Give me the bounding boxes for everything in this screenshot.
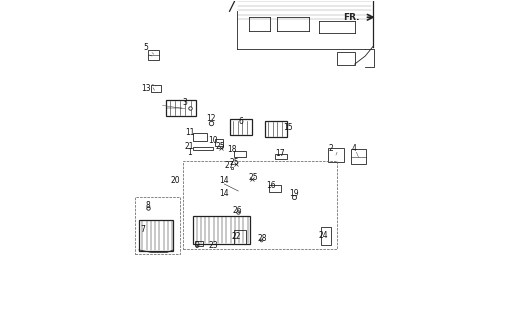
Text: 25: 25 bbox=[229, 158, 239, 167]
Bar bbox=[193, 147, 213, 150]
Bar bbox=[234, 151, 247, 157]
Text: 24: 24 bbox=[319, 231, 329, 240]
Text: 6: 6 bbox=[239, 117, 243, 126]
Bar bbox=[166, 100, 196, 116]
Text: 26: 26 bbox=[233, 205, 242, 214]
Bar bbox=[269, 185, 281, 192]
Bar bbox=[139, 220, 173, 251]
Text: 16: 16 bbox=[266, 181, 276, 190]
Text: 25: 25 bbox=[249, 173, 258, 182]
Text: 5: 5 bbox=[144, 44, 148, 52]
Bar bbox=[193, 216, 250, 244]
Text: 3: 3 bbox=[182, 99, 187, 108]
Text: 2: 2 bbox=[329, 144, 333, 153]
Bar bbox=[151, 84, 161, 92]
Text: 4: 4 bbox=[351, 144, 357, 153]
Text: 25: 25 bbox=[215, 142, 225, 151]
Text: 18: 18 bbox=[227, 145, 237, 154]
Bar bbox=[234, 230, 247, 244]
Bar bbox=[328, 148, 344, 162]
Bar bbox=[351, 149, 366, 164]
Text: 22: 22 bbox=[232, 232, 241, 241]
Text: 21: 21 bbox=[185, 142, 195, 151]
Text: 15: 15 bbox=[283, 123, 293, 132]
Text: 20: 20 bbox=[171, 176, 181, 185]
Bar bbox=[276, 154, 286, 159]
Text: 19: 19 bbox=[289, 189, 299, 198]
Bar bbox=[183, 161, 337, 249]
Text: 27: 27 bbox=[225, 161, 235, 170]
Bar bbox=[193, 133, 207, 140]
Text: 14: 14 bbox=[218, 176, 228, 185]
Bar bbox=[265, 121, 286, 137]
Text: 12: 12 bbox=[206, 114, 215, 123]
Text: 17: 17 bbox=[275, 149, 285, 158]
Text: 28: 28 bbox=[257, 234, 267, 243]
Bar bbox=[148, 50, 159, 60]
Bar bbox=[229, 119, 252, 135]
Text: 1: 1 bbox=[187, 148, 192, 157]
Text: 14: 14 bbox=[218, 189, 228, 198]
Bar bbox=[215, 139, 223, 146]
Text: 10: 10 bbox=[208, 136, 218, 145]
Text: 13: 13 bbox=[141, 84, 151, 93]
Text: FR.: FR. bbox=[344, 13, 360, 22]
Text: 23: 23 bbox=[208, 241, 218, 250]
Text: 8: 8 bbox=[145, 201, 150, 210]
Text: 7: 7 bbox=[140, 225, 145, 234]
Bar bbox=[135, 197, 180, 254]
Text: 9: 9 bbox=[194, 241, 199, 250]
Text: 11: 11 bbox=[185, 128, 195, 137]
Bar bbox=[321, 227, 331, 245]
Bar bbox=[337, 52, 354, 65]
Bar bbox=[195, 241, 203, 246]
